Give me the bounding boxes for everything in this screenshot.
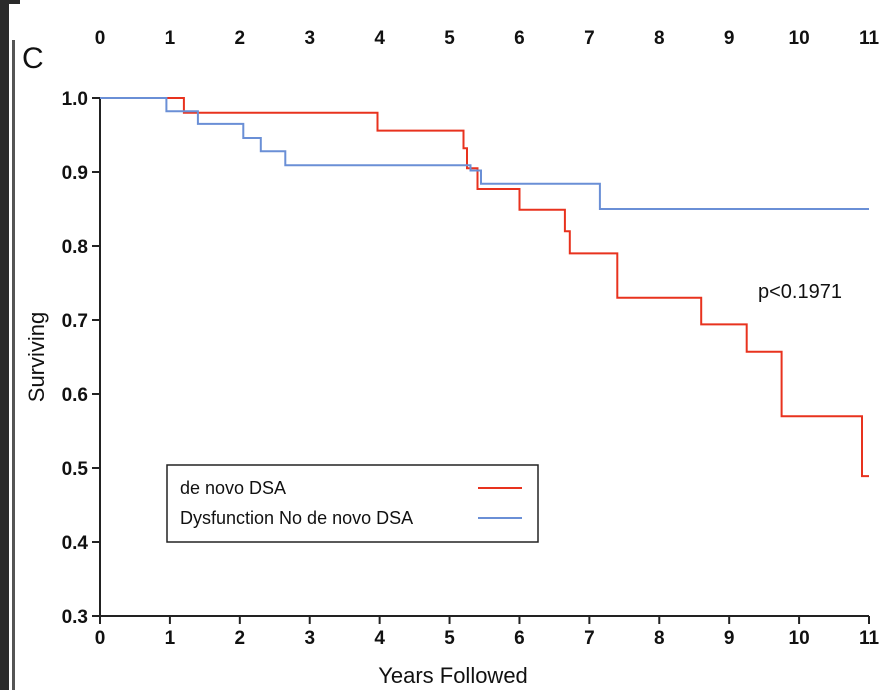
series-line-de-novo-dsa	[100, 97, 869, 478]
axes	[99, 98, 869, 617]
page-edge-line	[12, 40, 15, 690]
x-tick-label: 10	[789, 628, 810, 649]
top-tick-labels: 0 1 2 3 4 5 6 7 8 9 10 11	[95, 28, 880, 49]
top-tick-label: 9	[724, 28, 735, 49]
legend: de novo DSA Dysfunction No de novo DSA	[166, 464, 539, 543]
y-tick-label: 0.8	[62, 237, 88, 258]
y-tick-label: 0.3	[62, 607, 88, 628]
top-tick-label: 4	[374, 28, 385, 49]
y-axis-title: Surviving	[24, 312, 49, 402]
x-tick-label: 5	[444, 628, 455, 649]
legend-label-de-novo-dsa: de novo DSA	[180, 478, 286, 498]
page-edge-bar	[0, 0, 9, 690]
x-tick-label: 7	[584, 628, 595, 649]
x-tick-label: 8	[654, 628, 665, 649]
x-axis-title: Years Followed	[378, 663, 528, 688]
x-tick-label: 1	[165, 628, 176, 649]
frame-corner-mark	[0, 0, 20, 4]
top-tick-label: 10	[789, 28, 810, 49]
top-tick-label: 6	[514, 28, 525, 49]
x-tick-label: 2	[235, 628, 246, 649]
y-tick-label: 0.9	[62, 163, 88, 184]
x-tick-label: 3	[304, 628, 315, 649]
y-tick-label: 0.7	[62, 311, 88, 332]
x-ticks: 0 1 2 3 4 5 6 7 8 9 10 11	[95, 616, 880, 649]
series-line-dysfunction-no-de-novo-dsa	[100, 97, 869, 210]
x-tick-label: 9	[724, 628, 735, 649]
top-tick-label: 8	[654, 28, 665, 49]
y-tick-label: 0.6	[62, 385, 88, 406]
legend-label-dysfunction-no-de-novo-dsa: Dysfunction No de novo DSA	[180, 508, 413, 528]
p-value-annotation: p<0.1971	[758, 281, 842, 303]
top-tick-label: 1	[165, 28, 176, 49]
top-tick-label: 0	[95, 28, 106, 49]
y-tick-label: 0.5	[62, 459, 89, 480]
x-tick-label: 6	[514, 628, 525, 649]
series-group	[100, 97, 869, 478]
top-tick-label: 11	[859, 28, 880, 49]
x-tick-label: 4	[374, 628, 385, 649]
y-tick-label: 1.0	[62, 89, 88, 110]
y-ticks: 0.3 0.4 0.5 0.6 0.7 0.8 0.9 1.0	[62, 89, 100, 628]
legend-box	[166, 464, 539, 543]
top-tick-label: 7	[584, 28, 595, 49]
x-tick-label: 11	[859, 628, 880, 649]
y-tick-label: 0.4	[62, 533, 89, 554]
x-tick-label: 0	[95, 628, 106, 649]
top-tick-label: 5	[444, 28, 455, 49]
top-tick-label: 3	[304, 28, 315, 49]
panel-label: C	[22, 42, 44, 75]
top-tick-label: 2	[235, 28, 246, 49]
